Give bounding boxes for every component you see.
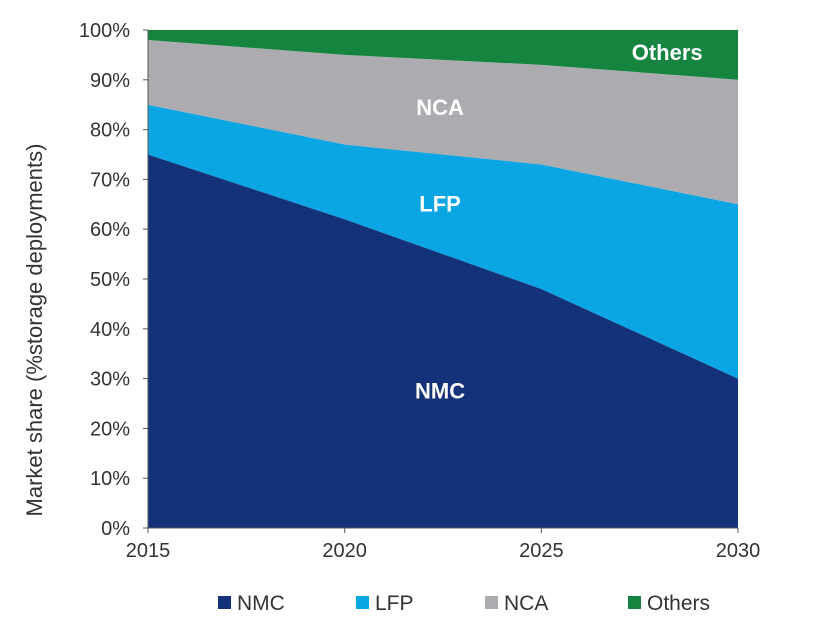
y-tick-label: 100% <box>79 20 130 42</box>
area-label-nca: NCA <box>416 95 464 120</box>
area-label-nmc: NMC <box>415 379 465 404</box>
y-tick-label: 50% <box>90 269 130 291</box>
y-tick-label: 90% <box>90 70 130 92</box>
y-tick-label: 20% <box>90 418 130 440</box>
legend-swatch <box>356 596 369 609</box>
legend-item-lfp: LFP <box>356 592 414 615</box>
legend-label: NCA <box>504 592 548 615</box>
y-tick-label: 10% <box>90 468 130 490</box>
y-tick-label: 40% <box>90 319 130 341</box>
stacked-areas <box>148 30 738 528</box>
y-tick-label: 80% <box>90 120 130 142</box>
legend: NMC LFP NCA Others <box>218 592 710 615</box>
area-nca <box>148 39 738 205</box>
legend-item-nmc: NMC <box>218 592 285 615</box>
y-ticks: 0% 10% 20% 30% 40% 50% 60% 70% 80% 90% 100% <box>79 20 148 540</box>
legend-label: LFP <box>375 592 414 615</box>
legend-label: Others <box>647 592 710 615</box>
legend-item-nca: NCA <box>485 592 548 615</box>
area-labels: NMC LFP NCA Others <box>415 40 703 403</box>
x-tick-label: 2015 <box>126 540 171 562</box>
y-tick-label: 60% <box>90 219 130 241</box>
legend-swatch <box>485 596 498 609</box>
y-tick-label: 70% <box>90 169 130 191</box>
legend-swatch <box>218 596 231 609</box>
y-axis-title: Market share (%storage deployments) <box>22 144 47 517</box>
y-tick-label: 30% <box>90 369 130 391</box>
area-others <box>148 30 738 80</box>
area-label-lfp: LFP <box>419 192 461 217</box>
area-lfp <box>148 104 738 379</box>
x-tick-label: 2025 <box>519 540 564 562</box>
area-nmc <box>148 154 738 528</box>
axes: 0%10%20%30%40%50%60%70%80%90%100% 2015 20… <box>79 20 760 562</box>
legend-swatch <box>628 596 641 609</box>
x-ticks: 2015 2020 2025 2030 <box>126 528 761 562</box>
area-label-others: Others <box>632 40 703 65</box>
y-tick-label: 0% <box>101 518 130 540</box>
legend-label: NMC <box>237 592 285 615</box>
x-tick-label: 2030 <box>716 540 761 562</box>
legend-item-others: Others <box>628 592 710 615</box>
x-tick-label: 2020 <box>322 540 367 562</box>
